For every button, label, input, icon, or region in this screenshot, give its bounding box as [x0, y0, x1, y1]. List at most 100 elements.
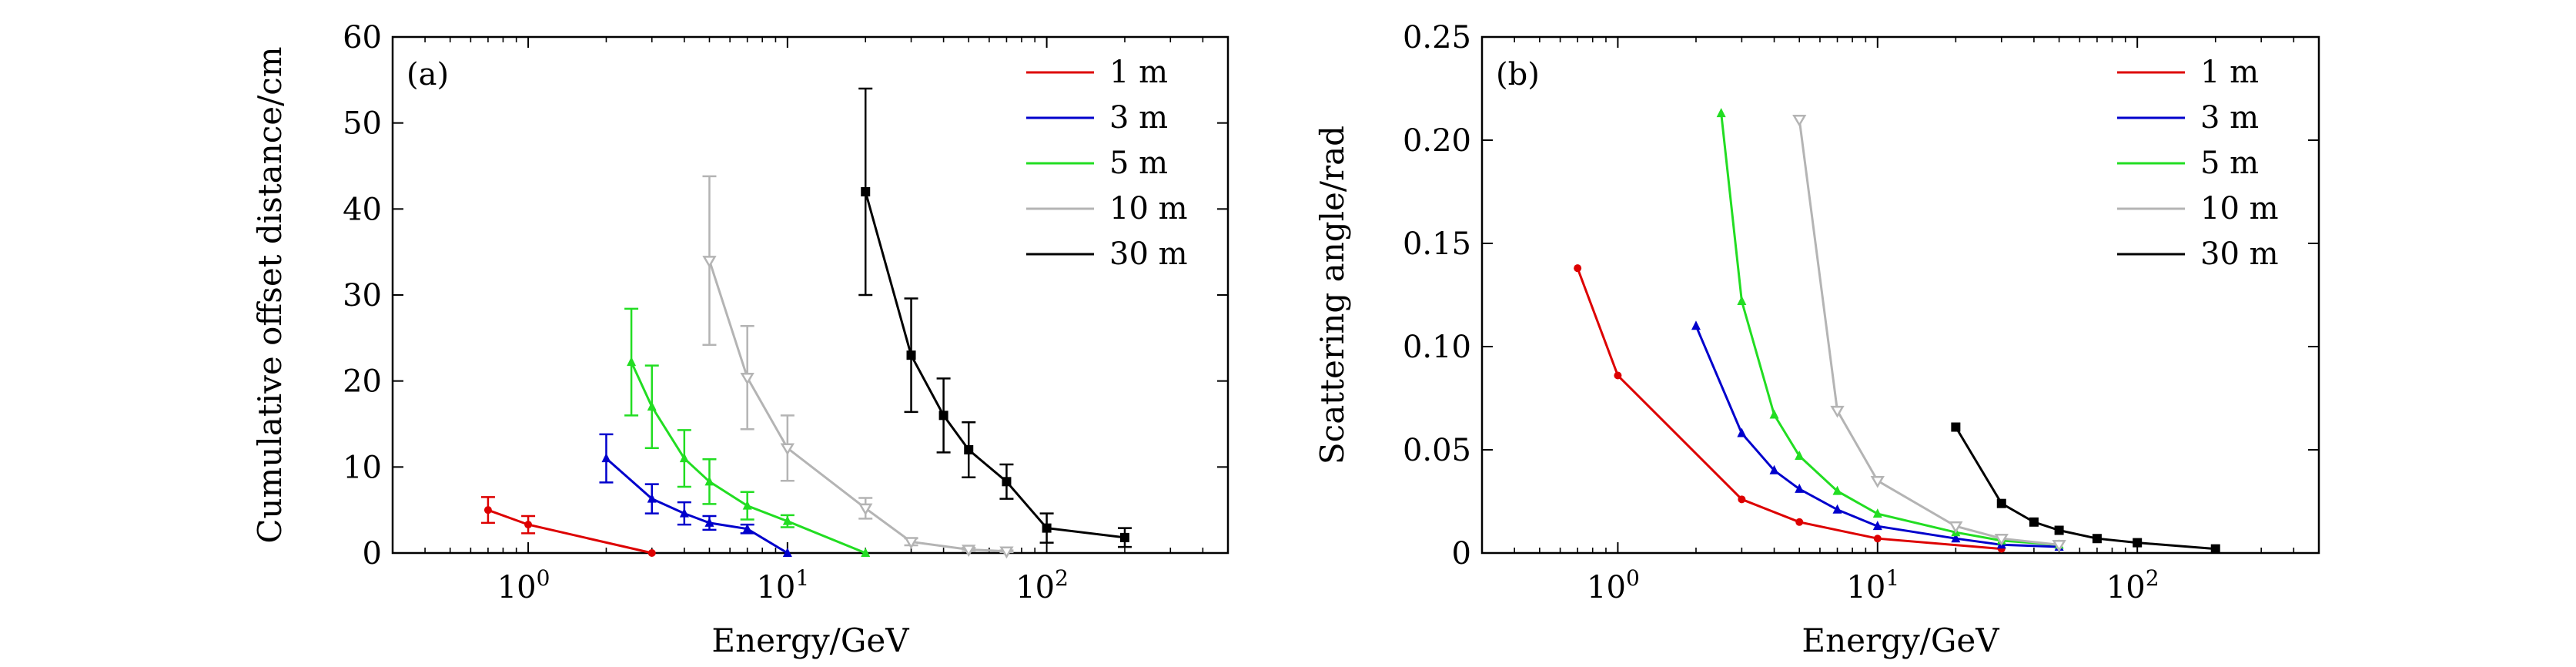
data-point-b [1795, 483, 1805, 493]
legend-label-b: 3 m [2200, 100, 2259, 136]
y-tick-label-a: 20 [343, 364, 382, 400]
y-tick-label-a: 60 [343, 20, 382, 55]
data-point-b [1574, 264, 1582, 273]
series-a-10m [702, 175, 1014, 559]
panel-label-b: (b) [1496, 57, 1540, 92]
legend-label-b: 10 m [2200, 191, 2279, 226]
data-point-a [782, 548, 792, 557]
data-point-a [962, 545, 976, 558]
data-point-b [1870, 475, 1885, 488]
data-point-a [679, 508, 689, 518]
data-point-b [1769, 464, 1779, 474]
y-tick-label-a: 30 [343, 278, 382, 313]
data-point-b [1872, 521, 1882, 531]
data-point-b [1716, 108, 1726, 118]
data-point-b [1994, 533, 2009, 546]
data-point-b [1949, 521, 1963, 534]
panel-label-a: (a) [406, 57, 449, 92]
legend-label-b: 5 m [2200, 146, 2259, 181]
y-axis-label-b: Scattering angle/rad [1313, 126, 1351, 464]
series-a-5m [624, 307, 871, 557]
data-point-b [1737, 296, 1747, 306]
legend-label-a: 10 m [1109, 191, 1188, 226]
series-line-b [1798, 119, 2059, 546]
x-axis-label-a: Energy/GeV [711, 622, 909, 659]
legend-label-a: 30 m [1109, 236, 1188, 272]
data-point-a [524, 521, 533, 529]
x-tick-label-b: 102 [2106, 565, 2159, 605]
data-point-a [647, 549, 656, 557]
panel-b-chart: 0 0.05 0.10 0.15 0.20 0.25 100 101 102 Energy/GeV… [1313, 20, 2320, 659]
data-point-a [964, 445, 974, 454]
x-tick-label-a: 102 [1015, 565, 1069, 605]
legend-label-b: 1 m [2200, 55, 2259, 90]
data-point-a [740, 372, 754, 385]
x-tick-label-b: 101 [1846, 565, 1899, 605]
data-point-b [1873, 535, 1882, 543]
series-line-b [1576, 267, 2002, 551]
x-axis-label-b: Energy/GeV [1802, 622, 1999, 659]
data-point-a [627, 357, 637, 367]
y-tick-label-b: 0.10 [1403, 330, 1471, 365]
data-point-a [1119, 532, 1129, 542]
legend-label-b: 30 m [2200, 236, 2279, 272]
data-point-a [742, 500, 752, 510]
data-point-b [1738, 495, 1746, 504]
y-tick-label-a: 50 [343, 106, 382, 142]
data-point-b [1872, 508, 1882, 518]
x-tick-label-a: 100 [497, 565, 550, 605]
series-b-30m [1951, 422, 2220, 554]
data-point-b [1614, 371, 1622, 380]
data-point-b [2054, 525, 2064, 535]
y-tick-label-a: 0 [363, 536, 382, 571]
data-point-a [647, 493, 657, 503]
data-point-a [904, 537, 918, 549]
data-point-a [999, 546, 1014, 559]
x-tick-label-b: 100 [1587, 565, 1640, 605]
series-b-5m [1716, 108, 2064, 549]
data-point-b [1691, 320, 1701, 330]
y-axis-label-a: Cumulative offset distance/cm [251, 46, 289, 543]
y-tick-label-b: 0.05 [1403, 433, 1471, 468]
y-tick-label-b: 0.25 [1403, 20, 1471, 55]
series-b-1m [1574, 264, 2006, 553]
series-line-b [1720, 113, 2059, 546]
y-tick-label-b: 0.20 [1403, 123, 1471, 159]
series-a-30m [858, 87, 1132, 548]
data-point-a [742, 523, 752, 533]
data-point-b [1792, 114, 1807, 127]
data-point-b [1795, 518, 1804, 526]
panel-a-chart: 0 10 20 30 40 50 60 100 101 102 Energy/GeV Cumulati… [251, 20, 1229, 659]
data-point-b [1830, 405, 1845, 418]
data-point-a [679, 453, 689, 463]
plot-frame-a [391, 35, 1229, 555]
data-point-a [861, 548, 871, 557]
data-point-b [1996, 498, 2006, 508]
data-point-b [1951, 533, 1961, 543]
data-point-b [1832, 504, 1842, 514]
data-point-b [2052, 540, 2066, 552]
data-point-b [1951, 422, 1961, 432]
data-point-b [2029, 517, 2039, 527]
plot-frame-b [1480, 35, 2320, 555]
data-point-a [1042, 523, 1052, 533]
series-a-1m [480, 496, 656, 557]
data-point-a [702, 256, 717, 268]
data-point-a [601, 453, 611, 463]
y-tick-label-b: 0.15 [1403, 226, 1471, 262]
series-line-b [1955, 426, 2216, 551]
data-point-a [906, 350, 916, 360]
series-line-a [487, 508, 653, 555]
legend-label-a: 3 m [1109, 100, 1168, 136]
data-point-a [861, 187, 871, 196]
data-point-a [858, 503, 873, 516]
series-a-3m [599, 433, 792, 557]
series-b-10m [1792, 114, 2066, 552]
data-point-b [1795, 451, 1805, 461]
data-point-a [483, 506, 492, 514]
data-point-a [704, 517, 714, 527]
data-point-a [1002, 477, 1012, 487]
data-point-b [1832, 485, 1842, 495]
data-point-a [704, 476, 714, 486]
